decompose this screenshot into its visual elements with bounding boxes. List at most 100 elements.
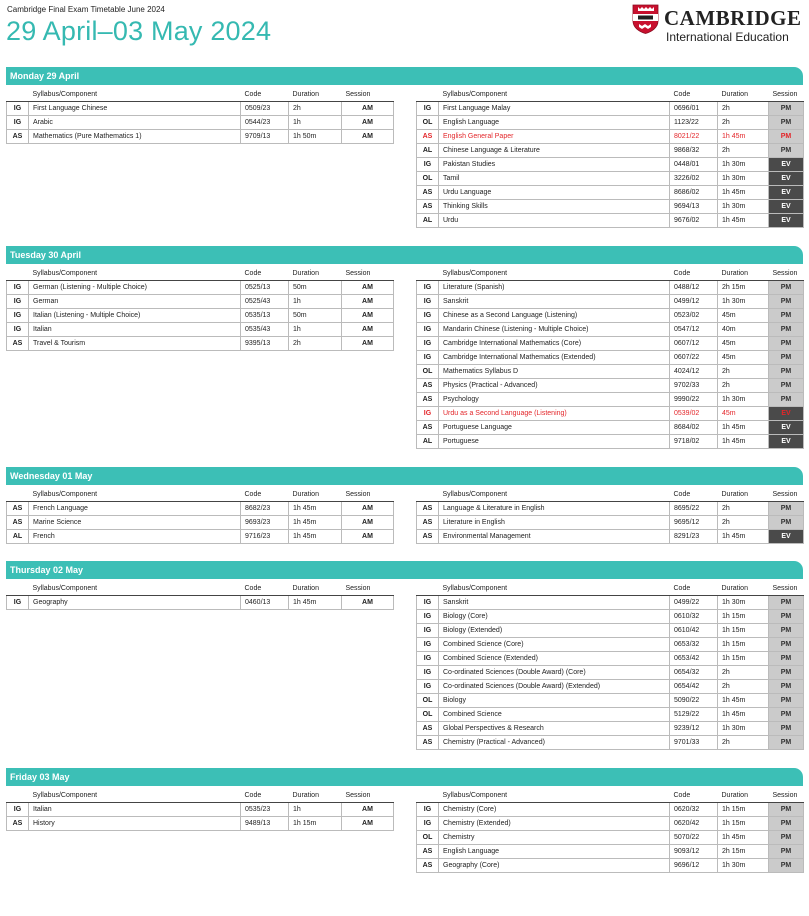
duration-cell: 2h [717,101,769,116]
level-cell: AS [416,721,439,736]
duration-cell: 50m [288,308,342,323]
exam-row: IG German 0525/43 1h AM [6,294,394,309]
exam-row: AS English General Paper 8021/22 1h 45m … [416,129,804,144]
table-header-row: Syllabus/Component Code Duration Session [416,789,804,803]
syllabus-cell: Literature (Spanish) [438,280,670,295]
duration-cell: 1h 15m [717,609,769,624]
code-header: Code [669,488,718,502]
left-schedule-table: Syllabus/Component Code Duration Session… [6,789,394,831]
level-header [416,582,439,596]
code-cell: 0654/32 [669,665,718,680]
exam-row: IG Geography 0460/13 1h 45m AM [6,595,394,610]
code-cell: 8291/23 [669,529,718,544]
syllabus-cell: Thinking Skills [438,199,670,214]
syllabus-cell: Italian (Listening - Multiple Choice) [28,308,241,323]
duration-cell: 2h 15m [717,844,769,859]
exam-row: AS Urdu Language 8686/02 1h 45m EV [416,185,804,200]
day-section: Thursday 02 May Syllabus/Component Code … [6,561,804,750]
duration-cell: 1h 15m [717,623,769,638]
level-header [416,267,439,281]
syllabus-cell: Italian [28,322,241,337]
code-cell: 9093/12 [669,844,718,859]
session-cell: AM [341,294,394,309]
session-cell: AM [341,115,394,130]
duration-cell: 1h 45m [717,185,769,200]
session-cell: PM [768,392,804,407]
level-cell: OL [416,115,439,130]
logo-wordmark: CAMBRIDGE [664,6,802,30]
session-header: Session [768,582,804,596]
exam-row: AL French 9716/23 1h 45m AM [6,529,394,544]
exam-row: IG Mandarin Chinese (Listening - Multipl… [416,322,804,337]
exam-row: AS Thinking Skills 9694/13 1h 30m EV [416,199,804,214]
session-cell: PM [768,515,804,530]
level-cell: AS [416,735,439,750]
day-section: Wednesday 01 May Syllabus/Component Code… [6,467,804,544]
level-header [416,789,439,803]
session-cell: PM [768,637,804,652]
duration-cell: 45m [717,308,769,323]
exam-row: IG Biology (Core) 0610/32 1h 15m PM [416,609,804,624]
session-cell: PM [768,609,804,624]
level-cell: IG [416,406,439,421]
syllabus-cell: Physics (Practical - Advanced) [438,378,670,393]
level-cell: IG [416,595,439,610]
code-header: Code [240,488,289,502]
exam-row: AS Mathematics (Pure Mathematics 1) 9709… [6,129,394,144]
syllabus-cell: Geography (Core) [438,858,670,873]
left-schedule-table: Syllabus/Component Code Duration Session… [6,488,394,544]
level-cell: IG [416,336,439,351]
exam-row: IG First Language Chinese 0509/23 2h AM [6,101,394,116]
duration-cell: 1h [288,294,342,309]
code-cell: 0535/43 [240,322,289,337]
session-cell: EV [768,185,804,200]
syllabus-cell: Biology [438,693,670,708]
code-cell: 9716/23 [240,529,289,544]
session-header: Session [768,267,804,281]
duration-cell: 1h 45m [717,129,769,144]
duration-cell: 1h 45m [717,830,769,845]
level-cell: IG [416,679,439,694]
session-cell: PM [768,665,804,680]
level-header [6,488,29,502]
exam-row: IG Combined Science (Extended) 0653/42 1… [416,651,804,666]
syllabus-cell: Urdu Language [438,185,670,200]
level-cell: IG [416,294,439,309]
session-cell: EV [768,199,804,214]
exam-row: AS Chemistry (Practical - Advanced) 9701… [416,735,804,750]
syllabus-header: Syllabus/Component [28,88,241,102]
code-cell: 0544/23 [240,115,289,130]
logo-subline: International Education [666,30,789,44]
syllabus-header: Syllabus/Component [438,488,670,502]
session-cell: AM [341,280,394,295]
level-header [6,582,29,596]
exam-row: AS Psychology 9990/22 1h 30m PM [416,392,804,407]
left-schedule-table: Syllabus/Component Code Duration Session… [6,582,394,610]
exam-row: IG Chinese as a Second Language (Listeni… [416,308,804,323]
exam-row: IG Italian 0535/43 1h AM [6,322,394,337]
duration-cell: 2h [717,364,769,379]
syllabus-cell: Portuguese [438,434,670,449]
exam-row: IG Arabic 0544/23 1h AM [6,115,394,130]
exam-row: AS Geography (Core) 9696/12 1h 30m PM [416,858,804,873]
duration-cell: 1h 45m [288,529,342,544]
level-cell: AL [6,529,29,544]
page-title: 29 April–03 May 2024 [6,16,272,46]
level-cell: IG [6,595,29,610]
exam-row: OL Biology 5090/22 1h 45m PM [416,693,804,708]
session-cell: AM [341,802,394,817]
syllabus-cell: Global Perspectives & Research [438,721,670,736]
duration-cell: 1h 30m [717,157,769,172]
session-cell: PM [768,816,804,831]
day-heading: Monday 29 April [6,67,803,85]
crest-icon [632,4,659,34]
level-cell: OL [416,693,439,708]
syllabus-header: Syllabus/Component [438,267,670,281]
code-cell: 0610/42 [669,623,718,638]
syllabus-header: Syllabus/Component [28,789,241,803]
syllabus-cell: Environmental Management [438,529,670,544]
code-cell: 9868/32 [669,143,718,158]
syllabus-cell: Arabic [28,115,241,130]
duration-cell: 1h 45m [288,501,342,516]
level-cell: AL [416,434,439,449]
